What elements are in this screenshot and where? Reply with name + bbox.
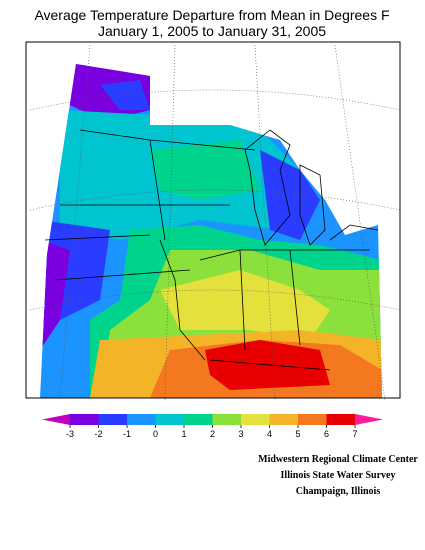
color-bar-segment [326, 414, 356, 425]
color-bar-label: 6 [324, 429, 329, 439]
color-bar-label: -3 [66, 429, 74, 439]
color-bar-label: 1 [181, 429, 186, 439]
color-bar-arrow [355, 414, 383, 425]
color-bar-label: 7 [352, 429, 357, 439]
color-bar-segment [155, 414, 185, 425]
title-line: Average Temperature Departure from Mean … [34, 7, 389, 23]
color-bar-segment [241, 414, 270, 425]
color-bar-segment [212, 414, 242, 425]
color-bar-segment [298, 414, 327, 425]
color-bar-segment [127, 414, 156, 425]
title-line: January 1, 2005 to January 31, 2005 [98, 23, 326, 39]
color-bar-label: -1 [123, 429, 131, 439]
color-bar: -3 -2 -1 0 1 2 3 4 5 6 7 [42, 414, 383, 439]
color-bar-segment [184, 414, 213, 425]
color-bar-label: 5 [295, 429, 300, 439]
color-bar-segment [70, 414, 99, 425]
color-bar-label: -2 [94, 429, 102, 439]
temperature-field [40, 64, 382, 398]
color-bar-arrow [42, 414, 70, 425]
color-bar-label: 2 [210, 429, 215, 439]
color-bar-label: 3 [238, 429, 243, 439]
color-bar-label: 0 [153, 429, 158, 439]
credit: Midwestern Regional Climate Center [258, 454, 418, 465]
map-frame [25, 41, 401, 399]
credit: Illinois State Water Survey [281, 470, 396, 481]
color-bar-label: 4 [267, 429, 272, 439]
color-bar-segment [98, 414, 128, 425]
credit: Champaign, Illinois [296, 486, 381, 497]
color-bar-segment [269, 414, 299, 425]
